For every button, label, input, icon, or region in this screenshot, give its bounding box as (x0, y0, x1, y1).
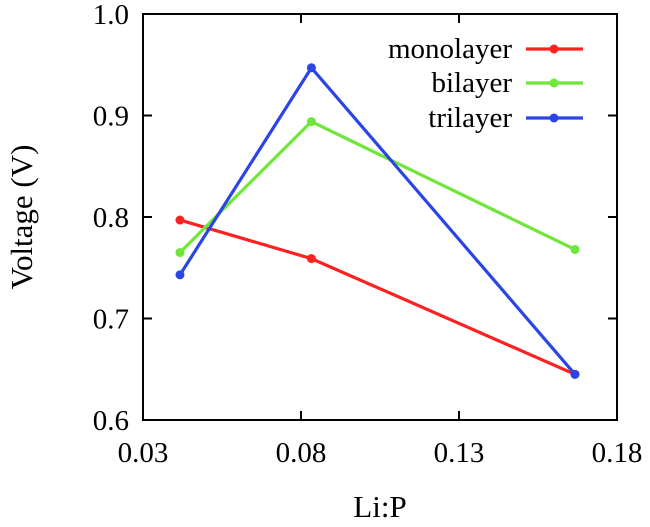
data-point-trilayer (306, 63, 316, 73)
x-tick-label: 0.03 (118, 437, 169, 469)
axis-ticks: 0.03 0.08 0.13 0.18 0.6 0.7 0.8 0.9 1.0 (93, 0, 643, 469)
legend-marker-bilayer (549, 78, 559, 88)
plot-marks (175, 63, 580, 379)
x-axis-label: Li:P (353, 489, 406, 524)
legend-marker-trilayer (549, 113, 559, 123)
y-tick-label: 0.7 (93, 304, 129, 336)
legend-marker-monolayer (549, 44, 559, 54)
y-tick-label: 0.6 (93, 405, 129, 437)
data-point-bilayer (570, 244, 580, 254)
y-tick-label: 0.9 (93, 101, 129, 133)
data-point-bilayer (306, 117, 316, 127)
series-line-bilayer (178, 119, 576, 254)
y-tick-label: 0.8 (93, 202, 129, 234)
y-tick-label: 1.0 (93, 0, 129, 31)
legend-label-trilayer: trilayer (428, 102, 512, 134)
series-line-monolayer (179, 218, 576, 376)
legend-label-monolayer: monolayer (388, 33, 512, 65)
data-point-monolayer (306, 254, 316, 264)
x-tick-label: 0.08 (276, 437, 327, 469)
data-point-monolayer (175, 215, 185, 225)
y-axis-label: Voltage (V) (4, 145, 39, 290)
x-tick-label: 0.18 (592, 437, 643, 469)
legend-label-bilayer: bilayer (431, 67, 512, 99)
x-tick-label: 0.13 (434, 437, 485, 469)
data-point-bilayer (175, 248, 185, 258)
data-point-trilayer (570, 369, 580, 379)
data-point-trilayer (175, 270, 185, 280)
